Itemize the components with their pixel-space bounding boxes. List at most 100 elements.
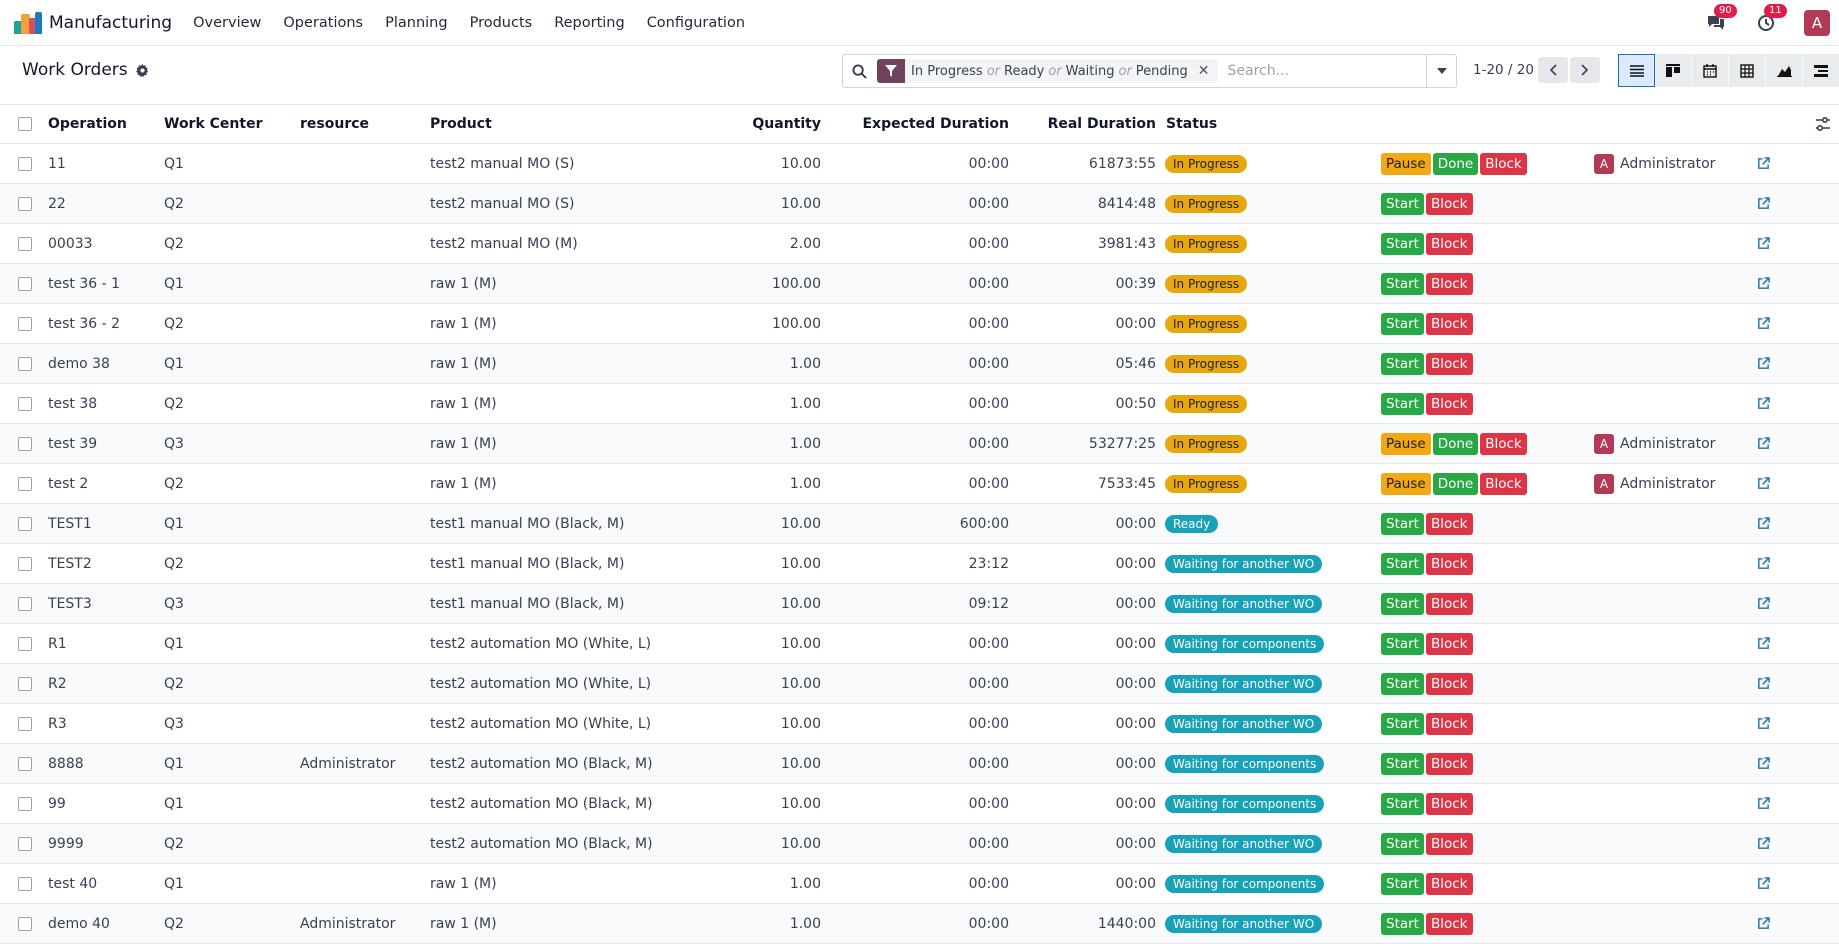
row-checkbox[interactable] [18, 476, 32, 491]
header-work-center[interactable]: Work Center [164, 116, 263, 132]
row-checkbox[interactable] [18, 716, 32, 731]
external-link-icon[interactable] [1757, 757, 1770, 770]
row-checkbox[interactable] [18, 276, 32, 291]
menu-configuration[interactable]: Configuration [646, 14, 746, 31]
header-operation[interactable]: Operation [48, 116, 127, 132]
gantt-view-button[interactable] [1803, 54, 1839, 87]
done-button[interactable]: Done [1432, 432, 1479, 455]
block-button[interactable]: Block [1425, 672, 1473, 695]
header-resource[interactable]: resource [300, 116, 370, 132]
row-checkbox[interactable] [18, 756, 32, 771]
row-checkbox[interactable] [18, 636, 32, 651]
external-link-icon[interactable] [1757, 597, 1770, 610]
block-button[interactable]: Block [1425, 752, 1473, 775]
external-link-icon[interactable] [1757, 277, 1770, 290]
table-row[interactable]: test 40 Q1 raw 1 (M) 1.00 00:00 00:00 Waiting … [0, 864, 1839, 904]
header-status[interactable]: Status [1166, 116, 1218, 132]
row-checkbox[interactable] [18, 196, 32, 211]
table-row[interactable]: 8888 Q1 Administrator test2 automation MO (… [0, 744, 1839, 784]
done-button[interactable]: Done [1432, 472, 1479, 495]
pager-next-button[interactable] [1570, 57, 1600, 83]
remove-filter-icon[interactable]: ✕ [1197, 63, 1210, 79]
start-button[interactable]: Start [1381, 192, 1424, 215]
block-button[interactable]: Block [1425, 712, 1473, 735]
row-checkbox[interactable] [18, 796, 32, 811]
table-row[interactable]: test 39 Q3 raw 1 (M) 1.00 00:00 53277:25 In Pr… [0, 424, 1839, 464]
block-button[interactable]: Block [1425, 872, 1473, 895]
external-link-icon[interactable] [1757, 637, 1770, 650]
table-row[interactable]: test 38 Q2 raw 1 (M) 1.00 00:00 00:50 In Progr… [0, 384, 1839, 424]
block-button[interactable]: Block [1425, 312, 1473, 335]
row-checkbox[interactable] [18, 876, 32, 891]
row-checkbox[interactable] [18, 316, 32, 331]
messages-button[interactable]: 90 [1704, 4, 1737, 35]
table-row[interactable]: TEST2 Q2 test1 manual MO (Black, M) 10.00 23… [0, 544, 1839, 584]
manufacturing-app-icon[interactable] [14, 11, 42, 34]
external-link-icon[interactable] [1757, 317, 1770, 330]
start-button[interactable]: Start [1381, 632, 1424, 655]
external-link-icon[interactable] [1757, 357, 1770, 370]
start-button[interactable]: Start [1381, 272, 1424, 295]
table-row[interactable]: 11 Q1 test2 manual MO (S) 10.00 00:00 61873:5… [0, 144, 1839, 184]
row-checkbox[interactable] [18, 916, 32, 931]
external-link-icon[interactable] [1757, 477, 1770, 490]
table-row[interactable]: R1 Q1 test2 automation MO (White, L) 10.00 0… [0, 624, 1839, 664]
start-button[interactable]: Start [1381, 912, 1424, 935]
table-row[interactable]: 99 Q1 test2 automation MO (Black, M) 10.00 0… [0, 784, 1839, 824]
start-button[interactable]: Start [1381, 832, 1424, 855]
start-button[interactable]: Start [1381, 712, 1424, 735]
menu-overview[interactable]: Overview [193, 14, 262, 31]
row-checkbox[interactable] [18, 436, 32, 451]
block-button[interactable]: Block [1480, 472, 1527, 495]
block-button[interactable]: Block [1425, 272, 1473, 295]
block-button[interactable]: Block [1425, 232, 1473, 255]
app-title[interactable]: Manufacturing [49, 12, 173, 33]
row-checkbox[interactable] [18, 596, 32, 611]
table-row[interactable]: test 2 Q2 raw 1 (M) 1.00 00:00 7533:45 In Prog… [0, 464, 1839, 504]
table-row[interactable]: 9999 Q2 test2 automation MO (Black, M) 10.0… [0, 824, 1839, 864]
block-button[interactable]: Block [1425, 832, 1473, 855]
list-view-button[interactable] [1618, 54, 1655, 87]
row-checkbox[interactable] [18, 396, 32, 411]
external-link-icon[interactable] [1757, 517, 1770, 530]
external-link-icon[interactable] [1757, 237, 1770, 250]
graph-view-button[interactable] [1766, 54, 1803, 87]
start-button[interactable]: Start [1381, 392, 1424, 415]
start-button[interactable]: Start [1381, 672, 1424, 695]
start-button[interactable]: Start [1381, 552, 1424, 575]
start-button[interactable]: Start [1381, 312, 1424, 335]
external-link-icon[interactable] [1757, 197, 1770, 210]
block-button[interactable]: Block [1425, 632, 1473, 655]
block-button[interactable]: Block [1425, 192, 1473, 215]
column-settings-icon[interactable] [1815, 116, 1831, 136]
table-row[interactable]: test 36 - 2 Q2 raw 1 (M) 100.00 00:00 00:00 In… [0, 304, 1839, 344]
kanban-view-button[interactable] [1655, 54, 1692, 87]
row-checkbox[interactable] [18, 516, 32, 531]
block-button[interactable]: Block [1480, 152, 1527, 175]
start-button[interactable]: Start [1381, 792, 1424, 815]
table-row[interactable]: 22 Q2 test2 manual MO (S) 10.00 00:00 8414:48… [0, 184, 1839, 224]
external-link-icon[interactable] [1757, 437, 1770, 450]
pager-previous-button[interactable] [1538, 57, 1568, 83]
pivot-view-button[interactable] [1729, 54, 1766, 87]
external-link-icon[interactable] [1757, 837, 1770, 850]
external-link-icon[interactable] [1757, 877, 1770, 890]
start-button[interactable]: Start [1381, 872, 1424, 895]
row-checkbox[interactable] [18, 236, 32, 251]
header-real-duration[interactable]: Real Duration [1047, 116, 1156, 132]
menu-planning[interactable]: Planning [385, 14, 448, 31]
row-checkbox[interactable] [18, 556, 32, 571]
row-checkbox[interactable] [18, 356, 32, 371]
row-checkbox[interactable] [18, 156, 32, 171]
table-row[interactable]: demo 38 Q1 raw 1 (M) 1.00 00:00 05:46 In Progr… [0, 344, 1839, 384]
external-link-icon[interactable] [1757, 157, 1770, 170]
activities-button[interactable]: 11 [1754, 4, 1787, 35]
block-button[interactable]: Block [1425, 352, 1473, 375]
search-options-toggle[interactable] [1426, 55, 1456, 87]
table-row[interactable]: R3 Q3 test2 automation MO (White, L) 10.00 0… [0, 704, 1839, 744]
pause-button[interactable]: Pause [1381, 472, 1431, 495]
done-button[interactable]: Done [1432, 152, 1479, 175]
block-button[interactable]: Block [1480, 432, 1527, 455]
external-link-icon[interactable] [1757, 797, 1770, 810]
table-row[interactable]: 00033 Q2 test2 manual MO (M) 2.00 00:00 3981:… [0, 224, 1839, 264]
